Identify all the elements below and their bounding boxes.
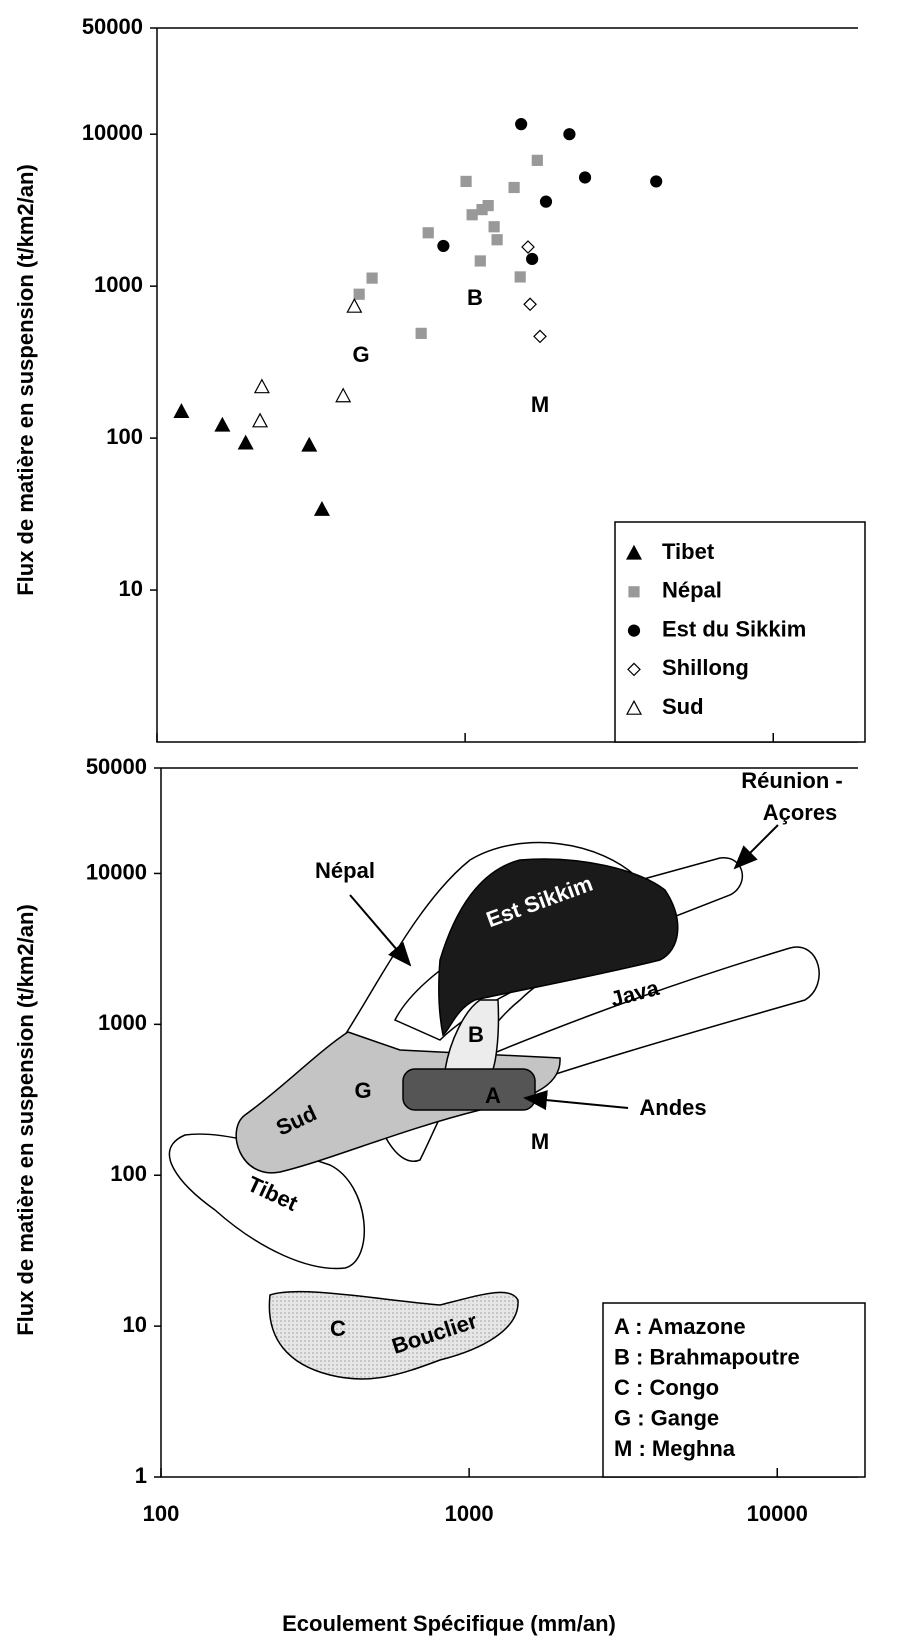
point: [491, 234, 503, 246]
legend-label: B : Brahmapoutre: [614, 1344, 800, 1369]
y-tick-label: 100: [110, 1161, 147, 1186]
point: [650, 175, 663, 188]
point: [422, 227, 434, 239]
point: [366, 272, 378, 284]
region-est-sikkim: [438, 858, 679, 1037]
y-axis-label: Flux de matière en suspension (t/km2/an): [13, 904, 38, 1336]
point: [466, 209, 478, 221]
point: [415, 327, 427, 339]
y-tick-label: 10: [119, 576, 143, 601]
legend-label: Sud: [662, 694, 704, 719]
arrow: [349, 894, 412, 967]
y-tick-label: 1000: [98, 1010, 147, 1035]
legend-marker: [625, 544, 643, 560]
point: [252, 412, 269, 428]
x-axis-label: Ecoulement Spécifique (mm/an): [282, 1611, 616, 1636]
point: [539, 195, 553, 208]
x-tick-label: 10000: [747, 1501, 808, 1526]
point: [533, 329, 547, 344]
region-brahmapoutre: [444, 999, 500, 1076]
point: [301, 436, 318, 452]
point: [346, 297, 363, 313]
point: [253, 378, 270, 394]
point: [578, 171, 592, 184]
point: [531, 154, 543, 166]
annotation: Népal: [315, 858, 375, 883]
legend-marker: [627, 624, 641, 637]
region-bouclier: [268, 1290, 519, 1380]
annotation: G: [354, 1078, 371, 1103]
annotation: M: [531, 392, 549, 417]
legend-label: Népal: [662, 578, 722, 603]
point: [353, 288, 365, 300]
point: [335, 387, 352, 403]
point: [515, 118, 528, 131]
point: [482, 199, 494, 212]
annotation: B: [468, 1022, 484, 1047]
y-tick-label: 50000: [86, 754, 147, 779]
annotation: Réunion -: [741, 768, 842, 793]
legend-marker: [625, 699, 643, 715]
point: [508, 181, 520, 194]
annotation: A: [485, 1083, 501, 1108]
point: [521, 240, 535, 254]
region-andes: [402, 1068, 536, 1111]
point: [514, 271, 526, 283]
annotation: M: [531, 1129, 549, 1154]
y-tick-label: 1000: [94, 272, 143, 297]
legend-label: Shillong: [662, 655, 749, 680]
legend-label: C : Congo: [614, 1375, 719, 1400]
y-tick-label: 1: [135, 1463, 147, 1488]
y-axis-label: Flux de matière en suspension (t/km2/an): [13, 164, 38, 596]
legend-box: [602, 1302, 866, 1478]
point: [237, 434, 254, 450]
y-tick-label: 10: [123, 1312, 147, 1337]
point: [460, 175, 472, 188]
x-tick-label: 100: [143, 1501, 180, 1526]
point: [437, 239, 450, 253]
annotation: Andes: [639, 1095, 706, 1120]
y-tick-label: 50000: [82, 14, 143, 39]
annotation: B: [467, 285, 483, 310]
y-tick-label: 10000: [86, 859, 147, 884]
point: [488, 221, 500, 233]
legend-label: Est du Sikkim: [662, 616, 806, 641]
point: [526, 252, 539, 266]
point: [474, 255, 486, 267]
arrow: [523, 1090, 629, 1111]
y-tick-label: 100: [106, 424, 143, 449]
legend-marker: [628, 586, 640, 598]
point: [523, 297, 537, 312]
legend-box: [614, 521, 866, 743]
point: [563, 128, 576, 141]
annotation: C: [330, 1316, 346, 1341]
legend-label: G : Gange: [614, 1405, 719, 1430]
x-tick-label: 1000: [445, 1501, 494, 1526]
legend-label: A : Amazone: [614, 1314, 746, 1339]
legend-marker: [627, 662, 641, 677]
annotation: G: [352, 342, 369, 367]
point: [173, 403, 190, 418]
legend-label: Tibet: [662, 539, 715, 564]
legend-label: M : Meghna: [614, 1436, 736, 1461]
arrow: [733, 824, 779, 870]
annotation: Açores: [763, 800, 838, 825]
point: [313, 501, 330, 516]
point: [214, 416, 231, 432]
y-tick-label: 10000: [82, 120, 143, 145]
